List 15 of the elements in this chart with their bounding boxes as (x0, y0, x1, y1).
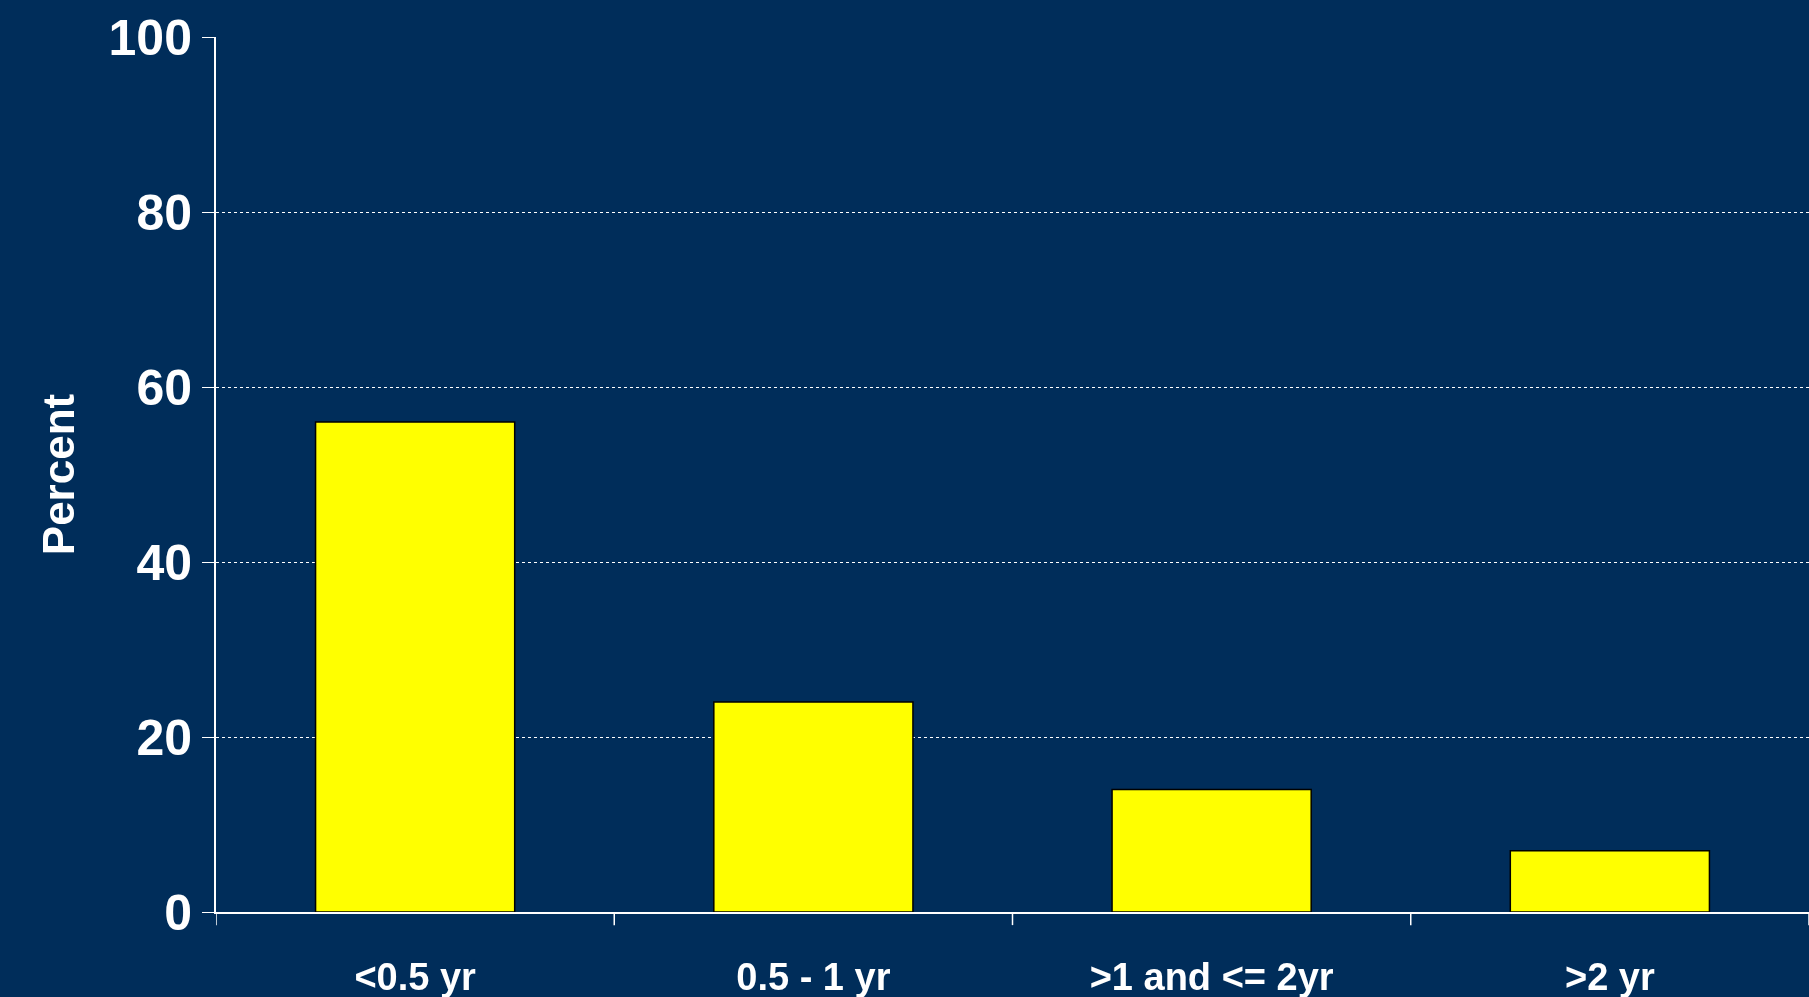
y-tick-label: 80 (136, 184, 192, 241)
x-tick-label: 0.5 - 1 yr (736, 955, 891, 997)
bar (314, 421, 516, 912)
y-tick-label: 60 (136, 359, 192, 416)
y-tick-label: 40 (136, 534, 192, 591)
bar (713, 701, 914, 912)
y-tick-label: 20 (136, 709, 192, 766)
y-tick-label: 0 (164, 884, 192, 941)
y-axis-title: Percent (34, 393, 84, 556)
y-tick-label: 100 (108, 9, 192, 66)
bar (1509, 850, 1711, 912)
bar (1111, 788, 1312, 912)
x-tick-label: >2 yr (1564, 955, 1655, 997)
x-tick-label: >1 and <= 2yr (1089, 955, 1334, 997)
x-tick-label: <0.5 yr (354, 955, 477, 997)
